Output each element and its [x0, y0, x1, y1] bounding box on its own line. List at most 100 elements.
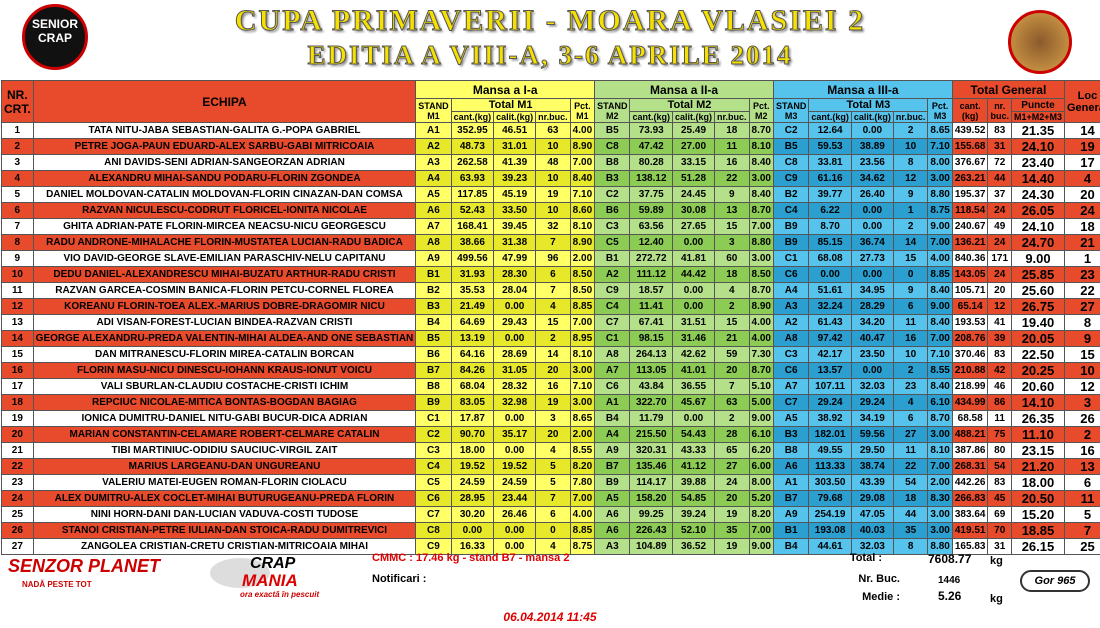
pct-m1-cell: 8.90 — [569, 234, 596, 251]
stand-m2-cell: A1 — [594, 394, 631, 411]
nr-cell: 7 — [1, 218, 34, 235]
pct-m3-cell: 7.10 — [927, 346, 953, 363]
puncte-cell: 26.75 — [1010, 298, 1065, 315]
stand-m1-cell: B8 — [415, 378, 452, 395]
calit-m2-cell: 52.10 — [671, 522, 716, 539]
nrbuc-m1-cell: 7 — [535, 234, 571, 251]
stand-m3-cell: B5 — [772, 138, 810, 155]
table-row: 1 TATA NITU-JABA SEBASTIAN-GALITA G.-POPA… — [1, 122, 1100, 139]
cant-m2-cell: 322.70 — [629, 394, 673, 411]
nrbuc-m2-cell: 7 — [714, 378, 750, 395]
team-cell: RAZVAN GARCEA-COSMIN BANICA-FLORIN PETCU… — [32, 282, 417, 299]
calit-m2-cell: 27.00 — [671, 138, 716, 155]
stand-m1-cell: B2 — [415, 282, 452, 299]
stand-m1-cell: C6 — [415, 490, 452, 507]
cant-m3-cell: 193.08 — [808, 522, 852, 539]
nrbuc-m3-cell: 2 — [892, 218, 929, 235]
cant-m1-cell: 52.43 — [450, 202, 495, 219]
nrbuc-m2-cell: 9 — [714, 186, 750, 203]
cant-m2-cell: 104.89 — [629, 538, 673, 555]
nr-cell: 18 — [1, 394, 34, 411]
pct-m1-cell: 7.00 — [569, 314, 596, 331]
table-row: 19 IONICA DUMITRU-DANIEL NITU-GABI BUCUR-… — [1, 410, 1100, 427]
cant-m1-cell: 63.93 — [450, 170, 495, 187]
nrbuc-m2-cell: 18 — [714, 122, 750, 139]
loc-cell: 18 — [1063, 218, 1100, 235]
medie-value: 5.26 — [938, 589, 962, 603]
total-cant-cell: 155.68 — [951, 138, 989, 155]
pct-m1-cell: 8.95 — [569, 330, 596, 347]
loc-cell: 12 — [1063, 378, 1100, 395]
puncte-cell: 20.50 — [1010, 490, 1065, 507]
total-nrbuc-cell: 11 — [987, 410, 1012, 427]
stand-m1-cell: A4 — [415, 170, 452, 187]
cant-m1-cell: 499.56 — [450, 250, 495, 267]
pct-m2-cell: 8.70 — [748, 122, 775, 139]
cant-m3-cell: 12.64 — [808, 122, 852, 139]
team-cell: VIO DAVID-GEORGE SLAVE-EMILIAN PARASCHIV… — [32, 250, 417, 267]
pct-m2-cell: 8.40 — [748, 154, 775, 171]
team-cell: DANIEL MOLDOVAN-CATALIN MOLDOVAN-FLORIN … — [32, 186, 417, 203]
pct-m1-cell: 4.00 — [569, 506, 596, 523]
team-cell: IONICA DUMITRU-DANIEL NITU-GABI BUCUR-DI… — [32, 410, 417, 427]
cant-m3-cell: 61.43 — [808, 314, 852, 331]
loc-cell: 23 — [1063, 266, 1100, 283]
nrbuc-m1-cell: 5 — [535, 458, 571, 475]
loc-cell: 2 — [1063, 426, 1100, 443]
calit-m3-cell: 32.03 — [850, 378, 894, 395]
total-value: 7608.77 — [928, 552, 972, 566]
nrbuc-m3-cell: 8 — [892, 154, 929, 171]
loc-cell: 7 — [1063, 522, 1100, 539]
calit-m3-cell: 38.74 — [850, 458, 894, 475]
nrbuc-m2-cell: 11 — [714, 138, 750, 155]
cant-m1-cell: 19.52 — [450, 458, 495, 475]
nr-cell: 9 — [1, 250, 34, 267]
loc-cell: 25 — [1063, 538, 1100, 555]
timestamp: 06.04.2014 11:45 — [503, 610, 597, 624]
nrbuc-m3-cell: 12 — [892, 170, 929, 187]
puncte-cell: 15.20 — [1010, 506, 1065, 523]
loc-cell: 20 — [1063, 186, 1100, 203]
nr-cell: 27 — [1, 538, 34, 555]
cant-m1-cell: 68.04 — [450, 378, 495, 395]
total-nrbuc-cell: 69 — [987, 506, 1012, 523]
calit-m2-cell: 36.55 — [671, 378, 716, 395]
table-row: 23 VALERIU MATEI-EUGEN ROMAN-FLORIN CIOLA… — [1, 474, 1100, 491]
total-cant-cell: 488.21 — [951, 426, 989, 443]
table-row: 4 ALEXANDRU MIHAI-SANDU PODARU-FLORIN ZGO… — [1, 170, 1100, 187]
pct-m3-cell: 7.00 — [927, 458, 953, 475]
pct-m3-cell: 8.40 — [927, 378, 953, 395]
nrbuc-m2-cell: 3 — [714, 234, 750, 251]
cant-m1-cell: 64.16 — [450, 346, 495, 363]
pct-m2-cell: 7.00 — [748, 522, 775, 539]
logo-text: SENIOR — [31, 17, 78, 31]
nr-cell: 5 — [1, 186, 34, 203]
cant-m1-cell: 24.59 — [450, 474, 495, 491]
calit-m1-cell: 39.23 — [493, 170, 537, 187]
stand-m1-cell: A9 — [415, 250, 452, 267]
table-row: 5 DANIEL MOLDOVAN-CATALIN MOLDOVAN-FLORIN… — [1, 186, 1100, 203]
stand-m3-cell: B3 — [772, 426, 810, 443]
calit-m3-cell: 27.73 — [850, 250, 894, 267]
stand-m2-cell: B6 — [594, 202, 631, 219]
pct-m2-cell: 5.20 — [748, 490, 775, 507]
stand-m1-cell: B5 — [415, 330, 452, 347]
nrbuc-m2-cell: 4 — [714, 282, 750, 299]
table-row: 21 TIBI MARTINIUC-ODIDIU SAUCIUC-VIRGIL Z… — [1, 442, 1100, 459]
calit-m1-cell: 45.19 — [493, 186, 537, 203]
calit-m2-cell: 36.52 — [671, 538, 716, 555]
pct-m2-cell: 8.40 — [748, 186, 775, 203]
calit-m3-cell: 0.00 — [850, 218, 894, 235]
nrbuc-m3-cell: 1 — [892, 202, 929, 219]
nrbuc-m1-cell: 32 — [535, 218, 571, 235]
total-cant-cell: 165.83 — [951, 538, 989, 555]
cant-m3-cell: 38.92 — [808, 410, 852, 427]
stand-m1-cell: B9 — [415, 394, 452, 411]
cant-m2-cell: 12.40 — [629, 234, 673, 251]
stand-m3-cell: C4 — [772, 202, 810, 219]
pct-m2-cell: 6.00 — [748, 458, 775, 475]
cant-m2-cell: 264.13 — [629, 346, 673, 363]
puncte-cell: 11.10 — [1010, 426, 1065, 443]
nr-cell: 14 — [1, 330, 34, 347]
